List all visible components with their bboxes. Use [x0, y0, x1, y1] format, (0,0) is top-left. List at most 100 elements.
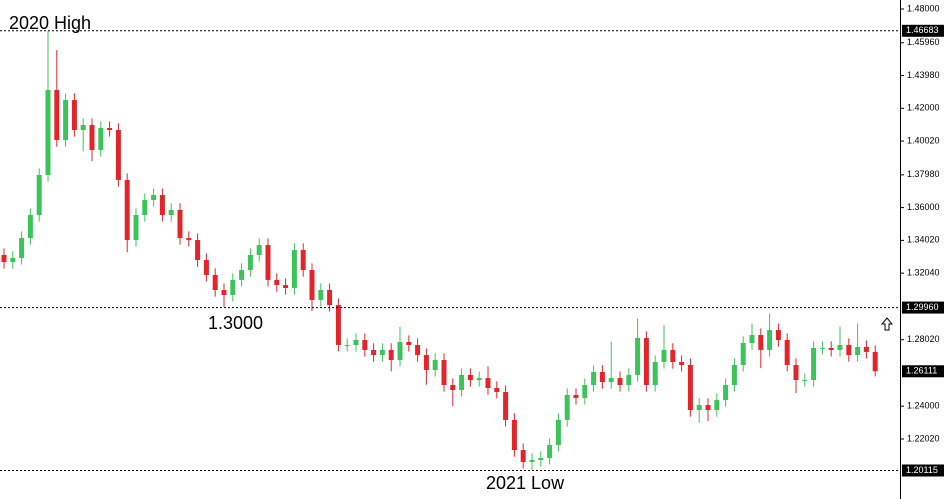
candle-body — [221, 290, 227, 295]
candle-body — [195, 240, 201, 261]
candle-body — [1, 254, 7, 263]
candle-body — [379, 349, 385, 356]
candle-body — [115, 129, 121, 180]
y-tick-label: 1.43980 — [907, 70, 940, 80]
candle-body — [635, 338, 641, 375]
candle-body — [723, 385, 729, 401]
y-tick-label: 1.32040 — [907, 268, 940, 278]
price-tag — [902, 24, 944, 37]
candle-body — [177, 209, 183, 239]
candle-body — [749, 335, 755, 343]
candle-body — [133, 215, 139, 241]
candle-body — [494, 387, 500, 392]
candle-body — [265, 245, 271, 280]
candle-body — [36, 175, 42, 216]
price-tag — [902, 301, 944, 314]
candle-body — [828, 347, 834, 350]
candle-body — [573, 394, 579, 398]
candle-body — [423, 355, 429, 370]
candle-body — [520, 450, 526, 462]
candle-body — [467, 374, 473, 381]
candle-body — [309, 269, 315, 300]
candle-body — [256, 245, 262, 255]
candle-body — [837, 344, 843, 350]
candle-body — [397, 341, 403, 361]
candle-body — [318, 290, 324, 300]
candle-body — [731, 364, 737, 386]
candle-body — [705, 405, 711, 411]
candle-body — [599, 371, 605, 383]
candle-body — [168, 209, 174, 216]
candle-body — [203, 260, 209, 275]
candle-body — [151, 195, 157, 200]
price-tag-label: 1.46683 — [906, 25, 939, 35]
candle-body — [353, 340, 359, 345]
y-tick-label: 1.48000 — [907, 3, 940, 13]
y-tick-label: 1.40020 — [907, 135, 940, 145]
candle-body — [54, 89, 60, 141]
candle-body — [758, 335, 764, 350]
candle-body — [503, 391, 509, 420]
candle-body — [591, 371, 597, 386]
y-tick-label: 1.37980 — [907, 169, 940, 179]
y-tick-label: 1.36000 — [907, 202, 940, 212]
candle-body — [582, 385, 588, 398]
candle-body — [555, 419, 561, 445]
candle-body — [415, 344, 421, 356]
y-tick-label: 1.22020 — [907, 433, 940, 443]
candle-body — [124, 179, 130, 241]
candle-body — [406, 341, 412, 345]
candle-body — [441, 360, 447, 386]
candle-body — [784, 340, 790, 365]
price-tag-label: 1.20115 — [906, 465, 938, 475]
candle-body — [98, 127, 104, 151]
candle-body — [432, 360, 438, 370]
candle-body — [819, 347, 825, 349]
candle-body — [846, 344, 852, 356]
candle-body — [855, 346, 861, 356]
candle-body — [230, 279, 236, 295]
candle-body — [617, 378, 623, 386]
candle-body — [670, 349, 676, 363]
candle-body — [485, 378, 491, 388]
y-tick-label: 1.24000 — [907, 401, 940, 411]
candle-body — [107, 127, 113, 130]
candle-body — [10, 257, 16, 263]
candle-body — [643, 338, 649, 386]
y-tick-label: 1.45960 — [907, 37, 940, 47]
candle-body — [283, 285, 289, 289]
candle-body — [362, 340, 368, 350]
candle-body — [19, 238, 25, 258]
candle-body — [300, 249, 306, 270]
candle-body — [652, 362, 658, 386]
candle-body — [247, 254, 253, 270]
candle-body — [714, 400, 720, 411]
arrow-icon — [880, 317, 894, 331]
candle-body — [327, 290, 333, 306]
y-tick-label: 1.28020 — [907, 334, 940, 344]
annotation: 2021 Low — [486, 473, 565, 493]
candle-body — [274, 279, 280, 286]
candle-body — [239, 269, 245, 280]
candle-body — [740, 342, 746, 365]
annotation: 2020 High — [9, 13, 91, 33]
candle-body — [626, 374, 632, 386]
candle-body — [547, 444, 553, 459]
candle-body — [679, 362, 685, 365]
candle-body — [608, 378, 614, 383]
y-tick-label: 1.34020 — [907, 235, 940, 245]
candle-body — [511, 419, 517, 451]
candle-body — [811, 347, 817, 381]
candle-body — [661, 349, 667, 363]
candle-body — [564, 394, 570, 420]
candle-body — [371, 349, 377, 356]
price-tag — [902, 365, 944, 378]
candle-body — [793, 364, 799, 381]
candle-body — [159, 195, 165, 216]
price-tag-label: 1.29960 — [906, 302, 939, 312]
candle-body — [450, 385, 456, 390]
candle-body — [388, 349, 394, 361]
candle-body — [71, 100, 77, 130]
candle-body — [80, 125, 86, 130]
